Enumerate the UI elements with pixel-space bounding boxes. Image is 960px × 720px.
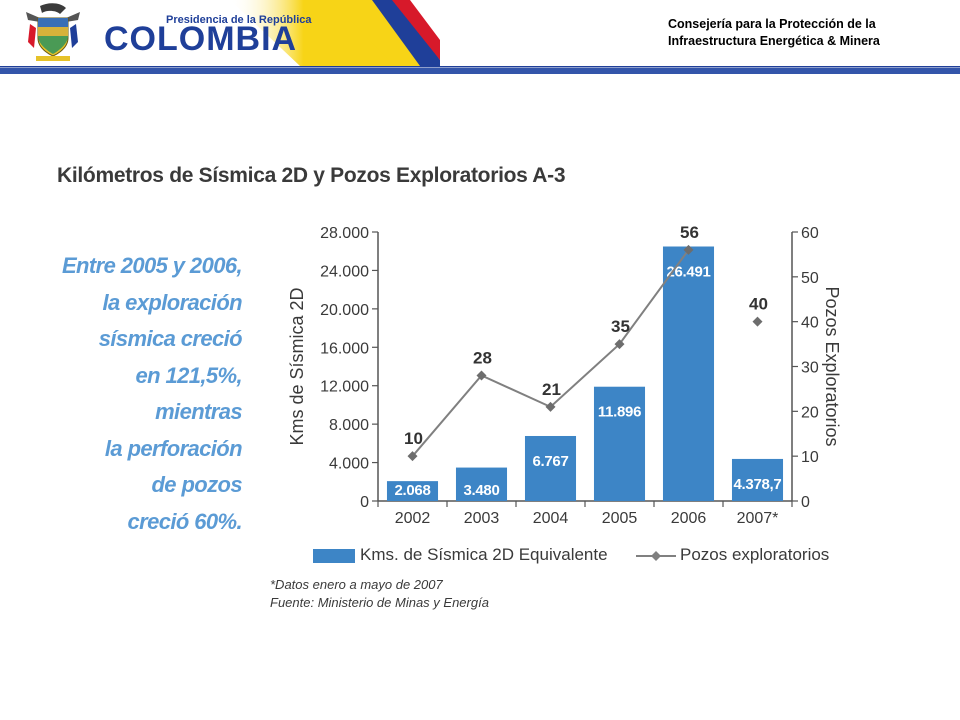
y-tick-label-right: 0 bbox=[801, 494, 810, 511]
flag-wave bbox=[230, 0, 440, 66]
line-point bbox=[545, 401, 556, 412]
callout-line: de pozos bbox=[151, 472, 242, 497]
bar-value-label: 26.491 bbox=[666, 263, 710, 280]
brand-text: COLOMBIA bbox=[104, 20, 297, 58]
line-point bbox=[476, 370, 487, 381]
presidency-text: Presidencia de la República bbox=[166, 14, 312, 26]
y-tick-label-left: 20.000 bbox=[320, 302, 369, 319]
legend-bar-label: Kms. de Sísmica 2D Equivalente bbox=[360, 545, 608, 564]
bar bbox=[593, 386, 646, 501]
x-tick-label: 2007* bbox=[737, 510, 779, 527]
bar-value-label: 4.378,7 bbox=[734, 476, 782, 493]
footnote-note: *Datos enero a mayo de 2007 bbox=[270, 577, 443, 592]
y-tick-label-left: 16.000 bbox=[320, 340, 369, 357]
organization-name-line1: Consejería para la Protección de la bbox=[668, 17, 876, 31]
coat-of-arms-icon bbox=[26, 3, 80, 61]
series-line bbox=[411, 249, 690, 457]
line-point bbox=[683, 244, 694, 255]
footnote-source: Fuente: Ministerio de Minas y Energía bbox=[270, 595, 489, 610]
legend-line-label: Pozos exploratorios bbox=[680, 545, 830, 564]
organization-name-line2: Infraestructura Energética & Minera bbox=[668, 34, 880, 48]
bar-value-label: 2.068 bbox=[394, 482, 430, 499]
bar bbox=[662, 246, 715, 501]
callout-text: Entre 2005 y 2006, la exploración sísmic… bbox=[40, 248, 243, 540]
callout-line: la perforación bbox=[104, 435, 243, 461]
callout-line: Entre 2005 y 2006, bbox=[61, 253, 243, 278]
callout-line: en 121,5%, bbox=[135, 362, 242, 388]
header: Presidencia de la República COLOMBIA Con… bbox=[0, 0, 960, 76]
bar-value-label: 11.896 bbox=[598, 404, 641, 421]
callout-line: creció 60%. bbox=[127, 508, 243, 534]
callout-line: la exploración bbox=[102, 289, 242, 315]
x-tick-label: 2004 bbox=[533, 510, 569, 527]
line-value-label: 28 bbox=[473, 348, 492, 367]
y-tick-label-left: 0 bbox=[360, 494, 369, 511]
y-tick-label-right: 50 bbox=[801, 270, 819, 287]
y-tick-label-left: 8.000 bbox=[329, 417, 369, 434]
y-axis-right-title: Pozos Exploratorios bbox=[822, 286, 842, 446]
organization-name: Consejería para la Protección de la Infr… bbox=[668, 16, 938, 50]
y-tick-label-right: 30 bbox=[801, 360, 819, 377]
line-point bbox=[752, 316, 763, 327]
x-tick-label: 2005 bbox=[602, 510, 638, 527]
bar bbox=[524, 435, 577, 501]
bar bbox=[455, 467, 508, 501]
callout-line: sísmica creció bbox=[98, 326, 243, 351]
x-tick-label: 2003 bbox=[464, 510, 500, 527]
y-tick-label-left: 28.000 bbox=[320, 225, 369, 242]
legend-line-swatch bbox=[636, 551, 676, 561]
line-value-label: 21 bbox=[542, 380, 561, 399]
header-rule bbox=[0, 66, 960, 74]
bar bbox=[731, 458, 784, 501]
line-point bbox=[407, 451, 418, 462]
bar bbox=[386, 481, 439, 501]
x-tick-label: 2002 bbox=[395, 510, 431, 527]
y-tick-label-right: 60 bbox=[801, 225, 819, 242]
line-value-label: 35 bbox=[611, 317, 630, 336]
callout-line: mientras bbox=[155, 399, 243, 424]
logo-area: Presidencia de la República COLOMBIA bbox=[26, 0, 440, 66]
chart-title: Kilómetros de Sísmica 2D y Pozos Explora… bbox=[57, 164, 566, 187]
line-value-label: 10 bbox=[404, 429, 423, 448]
footnote: *Datos enero a mayo de 2007 Fuente: Mini… bbox=[270, 576, 489, 612]
y-axis-left-title: Kms de Sísmica 2D bbox=[287, 287, 307, 445]
y-tick-label-right: 10 bbox=[801, 449, 819, 466]
x-tick-label: 2006 bbox=[671, 510, 707, 527]
y-tick-label-left: 12.000 bbox=[320, 379, 369, 396]
bar-value-label: 6.767 bbox=[532, 453, 568, 470]
legend-bar-swatch bbox=[313, 549, 355, 563]
line-point bbox=[614, 339, 625, 350]
line-value-label: 56 bbox=[680, 223, 699, 242]
y-tick-label-right: 20 bbox=[801, 404, 819, 421]
y-tick-label-right: 40 bbox=[801, 315, 819, 332]
y-tick-label-left: 4.000 bbox=[329, 456, 369, 473]
line-value-label: 40 bbox=[749, 295, 768, 314]
bar-value-label: 3.480 bbox=[463, 482, 499, 499]
y-tick-label-left: 24.000 bbox=[320, 263, 369, 280]
